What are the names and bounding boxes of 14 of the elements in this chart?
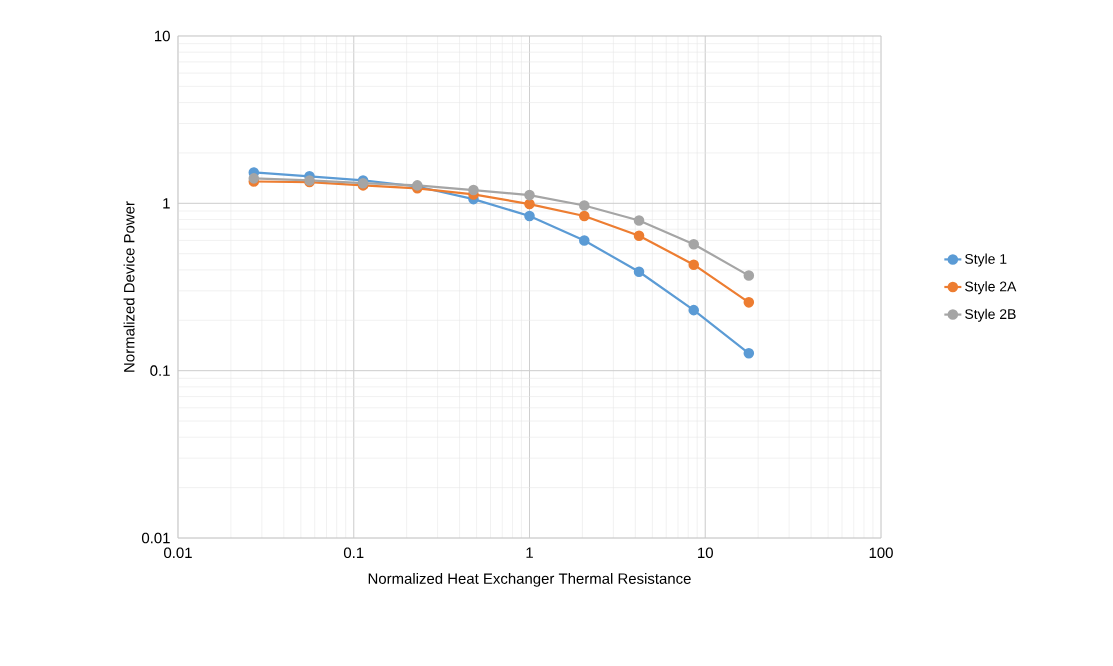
y-axis-title: Normalized Device Power [123, 201, 135, 372]
y-tick-label: 0.1 [150, 365, 170, 376]
y-tick-label: 1 [163, 198, 170, 209]
x-tick-label: 1 [526, 547, 533, 558]
y-tick-label: 10 [155, 30, 170, 42]
x-tick-label: 100 [869, 547, 893, 559]
x-tick-label: 0.01 [164, 547, 192, 559]
x-axis-title: Normalized Heat Exchanger Thermal Resistance [368, 572, 691, 587]
x-tick-label: 0.1 [343, 547, 364, 559]
legend-label: Style 2A [965, 281, 1017, 295]
x-tick-label: 10 [698, 547, 713, 559]
y-tick-label: 0.01 [141, 532, 170, 544]
legend-label: Style 1 [965, 253, 1007, 267]
legend-label: Style 2B [965, 308, 1016, 322]
